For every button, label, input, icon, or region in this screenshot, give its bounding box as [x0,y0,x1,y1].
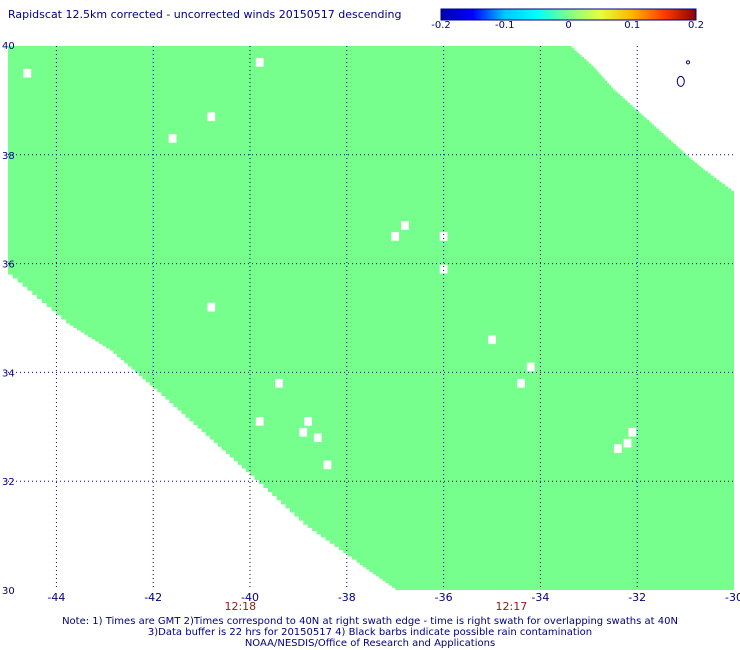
y-tick-label: 40 [2,41,15,52]
colorbar-tick-label: 0.2 [688,20,704,31]
x-tick-label: -44 [47,591,65,604]
missing-cell [168,134,177,143]
missing-cell [255,57,264,67]
colorbar-gradient [440,8,697,21]
x-tick-label: -34 [531,591,549,604]
missing-cell [488,335,496,345]
note-line-1: Note: 1) Times are GMT 2)Times correspon… [62,616,678,627]
y-tick-label: 38 [2,151,15,162]
missing-cell [299,427,308,437]
wind-field-swath [8,46,734,590]
missing-cell [323,460,332,470]
y-tick-label: 30 [2,586,15,597]
x-tick-label: -38 [338,591,356,604]
island-outline-large [676,75,685,87]
missing-cell [391,232,400,241]
time-label: 12:17 [496,600,528,612]
grid-lines [8,46,734,590]
note-line-2: 3)Data buffer is 22 hrs for 20150517 4) … [147,627,593,638]
missing-cell [623,438,632,448]
missing-cell [401,221,409,230]
missing-cell [526,362,535,372]
missing-cell [313,433,322,443]
x-tick-label: -40 [241,591,259,604]
missing-cell [613,444,622,453]
note-line-3: NOAA/NESDIS/Office of Research and Appli… [244,638,496,649]
missing-cell [439,264,448,274]
time-label: 12:18 [224,600,256,612]
x-tick-label: -42 [144,591,162,604]
colorbar-tick-label: 0 [565,20,572,31]
chart-title: Rapidscat 12.5km corrected - uncorrected… [8,8,402,21]
missing-cell [275,378,283,388]
plot-area: -44 -42 -40 -38 -36 -34 -32 -30 30 32 34 36 38 40 12… [2,41,740,612]
missing-cell [628,427,637,437]
x-tick-label: -32 [628,591,646,604]
x-tick-labels: -44 -42 -40 -38 -36 -34 -32 -30 [47,591,740,604]
colorbar-tick-label: 0.1 [624,20,641,31]
time-labels: 12:18 12:17 [224,600,527,612]
missing-cell [517,378,525,388]
x-tick-label: -30 [725,591,740,604]
missing-cells [23,57,637,470]
y-tick-label: 32 [2,477,15,488]
missing-cell [23,68,32,78]
y-tick-labels: 30 32 34 36 38 40 [2,41,15,597]
colorbar [440,8,697,21]
y-tick-label: 34 [2,368,15,379]
missing-cell [439,232,448,241]
y-tick-label: 36 [2,260,15,271]
island-outline [676,60,691,87]
x-tick-label: -36 [435,591,453,604]
missing-cell [207,112,216,122]
island-outline-small [685,60,691,65]
missing-cell [207,302,216,312]
missing-cell [255,417,264,426]
missing-cell [304,417,312,426]
colorbar-tick-label: -0.2 [431,20,451,31]
colorbar-tick-label: -0.1 [494,20,515,31]
